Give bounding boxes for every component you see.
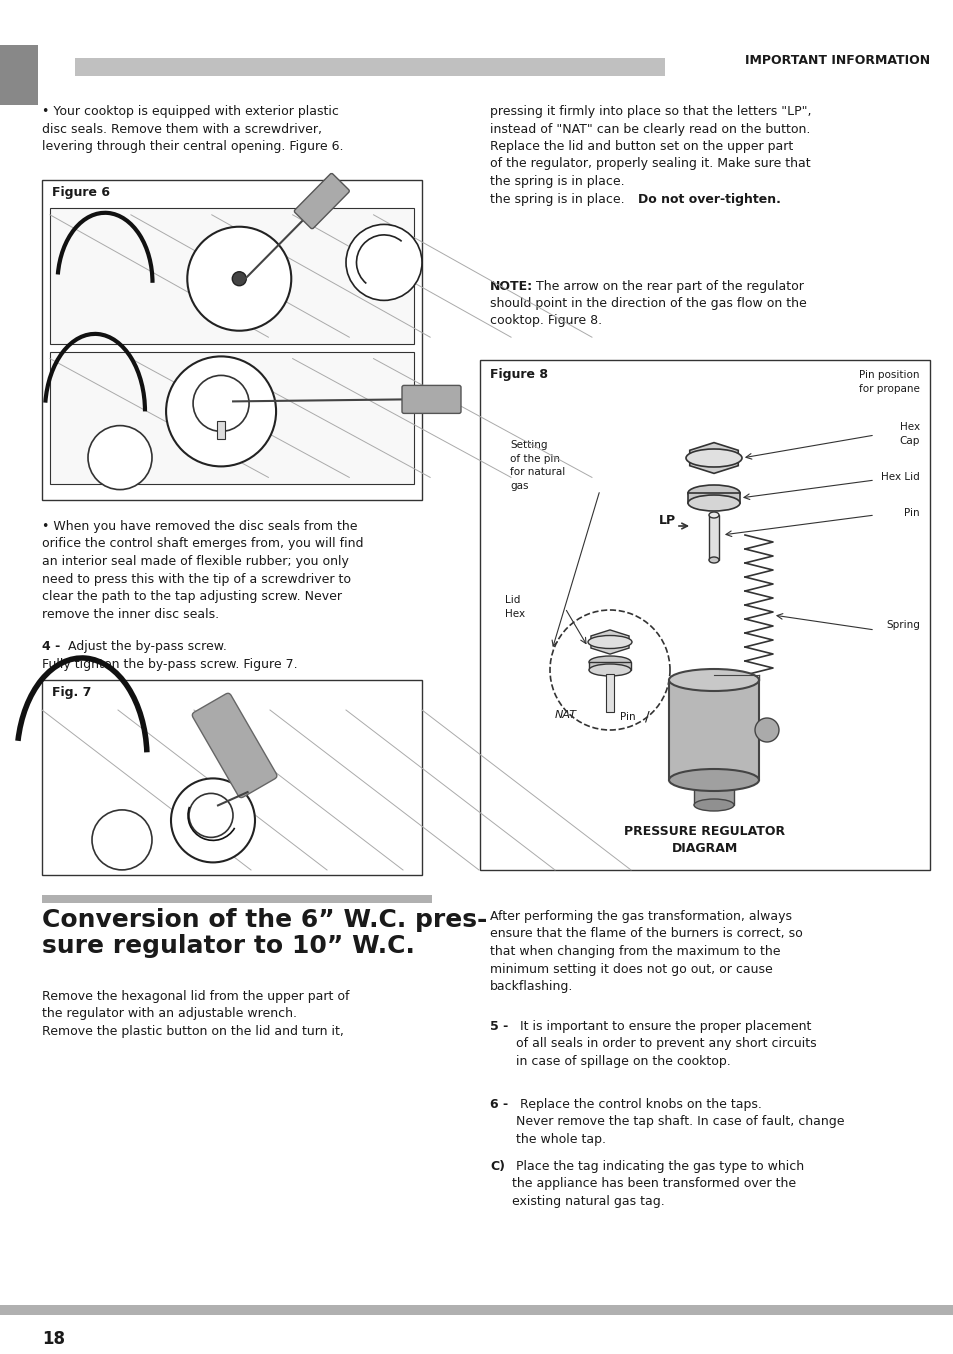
Bar xyxy=(42,895,432,903)
Bar xyxy=(50,352,414,483)
Circle shape xyxy=(91,810,152,869)
Bar xyxy=(693,780,733,806)
Text: Hex Lid: Hex Lid xyxy=(881,473,919,482)
Ellipse shape xyxy=(708,556,719,563)
Text: NOTE:: NOTE: xyxy=(490,280,533,292)
Text: Figure 6: Figure 6 xyxy=(52,185,110,199)
Bar xyxy=(605,674,614,712)
Text: should point in the direction of the gas flow on the: should point in the direction of the gas… xyxy=(490,297,806,310)
Text: 5 -: 5 - xyxy=(490,1020,508,1033)
Bar xyxy=(42,180,421,500)
Ellipse shape xyxy=(588,663,630,676)
Text: Pin position
for propane: Pin position for propane xyxy=(859,370,919,394)
Text: LP: LP xyxy=(659,515,676,528)
Text: 4 -: 4 - xyxy=(42,640,60,653)
Text: pressing it firmly into place so that the letters "LP",
instead of "NAT" can be : pressing it firmly into place so that th… xyxy=(490,106,811,188)
Bar xyxy=(588,662,630,670)
Bar xyxy=(42,680,421,875)
Text: 18: 18 xyxy=(42,1330,65,1349)
Bar xyxy=(0,1305,953,1315)
Ellipse shape xyxy=(668,769,759,791)
Circle shape xyxy=(187,226,291,330)
Circle shape xyxy=(346,225,421,301)
Text: Adjust the by-pass screw.: Adjust the by-pass screw. xyxy=(64,640,227,653)
Bar xyxy=(50,209,414,344)
Text: Do not over-tighten.: Do not over-tighten. xyxy=(638,192,781,206)
Ellipse shape xyxy=(693,799,733,811)
Text: IMPORTANT INFORMATION: IMPORTANT INFORMATION xyxy=(744,54,929,66)
Circle shape xyxy=(193,375,249,432)
Ellipse shape xyxy=(668,669,759,691)
Bar xyxy=(75,58,664,76)
Text: Replace the control knobs on the taps.
Never remove the tap shaft. In case of fa: Replace the control knobs on the taps. N… xyxy=(516,1098,843,1145)
Circle shape xyxy=(88,425,152,490)
Text: Figure 8: Figure 8 xyxy=(490,368,547,380)
Text: Remove the hexagonal lid from the upper part of
the regulator with an adjustable: Remove the hexagonal lid from the upper … xyxy=(42,990,349,1039)
Text: Hex
Cap: Hex Cap xyxy=(899,422,919,445)
Text: It is important to ensure the proper placement
of all seals in order to prevent : It is important to ensure the proper pla… xyxy=(516,1020,816,1068)
Text: cooktop. Figure 8.: cooktop. Figure 8. xyxy=(490,314,601,328)
Polygon shape xyxy=(689,443,738,474)
Text: /: / xyxy=(644,709,649,724)
Ellipse shape xyxy=(588,655,630,668)
FancyBboxPatch shape xyxy=(193,693,276,798)
Text: Fully tighten the by-pass screw. Figure 7.: Fully tighten the by-pass screw. Figure … xyxy=(42,658,297,672)
Bar xyxy=(668,680,759,780)
Text: The arrow on the rear part of the regulator: The arrow on the rear part of the regula… xyxy=(532,280,803,292)
Text: 6 -: 6 - xyxy=(490,1098,508,1112)
Bar xyxy=(0,45,38,106)
Text: • Your cooktop is equipped with exterior plastic
disc seals. Remove them with a : • Your cooktop is equipped with exterior… xyxy=(42,106,343,153)
Text: • When you have removed the disc seals from the
orifice the control shaft emerge: • When you have removed the disc seals f… xyxy=(42,520,363,620)
Text: Pin: Pin xyxy=(903,508,919,519)
Text: Pin: Pin xyxy=(619,712,635,722)
Text: Lid
Hex: Lid Hex xyxy=(504,594,524,619)
Text: PRESSURE REGULATOR
DIAGRAM: PRESSURE REGULATOR DIAGRAM xyxy=(624,825,784,856)
Text: C): C) xyxy=(490,1160,504,1173)
Ellipse shape xyxy=(708,512,719,519)
Bar xyxy=(708,515,719,561)
Circle shape xyxy=(189,793,233,837)
Text: NAT: NAT xyxy=(555,709,577,720)
Circle shape xyxy=(232,272,246,286)
Ellipse shape xyxy=(587,635,631,649)
Bar xyxy=(217,421,225,440)
Ellipse shape xyxy=(687,485,740,501)
FancyBboxPatch shape xyxy=(401,386,460,413)
Text: the spring is in place.: the spring is in place. xyxy=(490,192,628,206)
Circle shape xyxy=(166,356,275,466)
Circle shape xyxy=(754,718,779,742)
Ellipse shape xyxy=(685,450,741,467)
Polygon shape xyxy=(590,630,628,654)
Text: Setting
of the pin
for natural
gas: Setting of the pin for natural gas xyxy=(510,440,565,490)
Text: Spring: Spring xyxy=(885,620,919,630)
Bar xyxy=(479,360,929,871)
Ellipse shape xyxy=(687,496,740,510)
Text: Conversion of the 6” W.C. pres-
sure regulator to 10” W.C.: Conversion of the 6” W.C. pres- sure reg… xyxy=(42,909,487,957)
Text: After performing the gas transformation, always
ensure that the flame of the bur: After performing the gas transformation,… xyxy=(490,910,801,992)
Text: Place the tag indicating the gas type to which
the appliance has been transforme: Place the tag indicating the gas type to… xyxy=(512,1160,803,1208)
Text: Fig. 7: Fig. 7 xyxy=(52,686,91,699)
Bar xyxy=(687,493,740,502)
Circle shape xyxy=(171,779,254,862)
FancyBboxPatch shape xyxy=(294,173,349,229)
